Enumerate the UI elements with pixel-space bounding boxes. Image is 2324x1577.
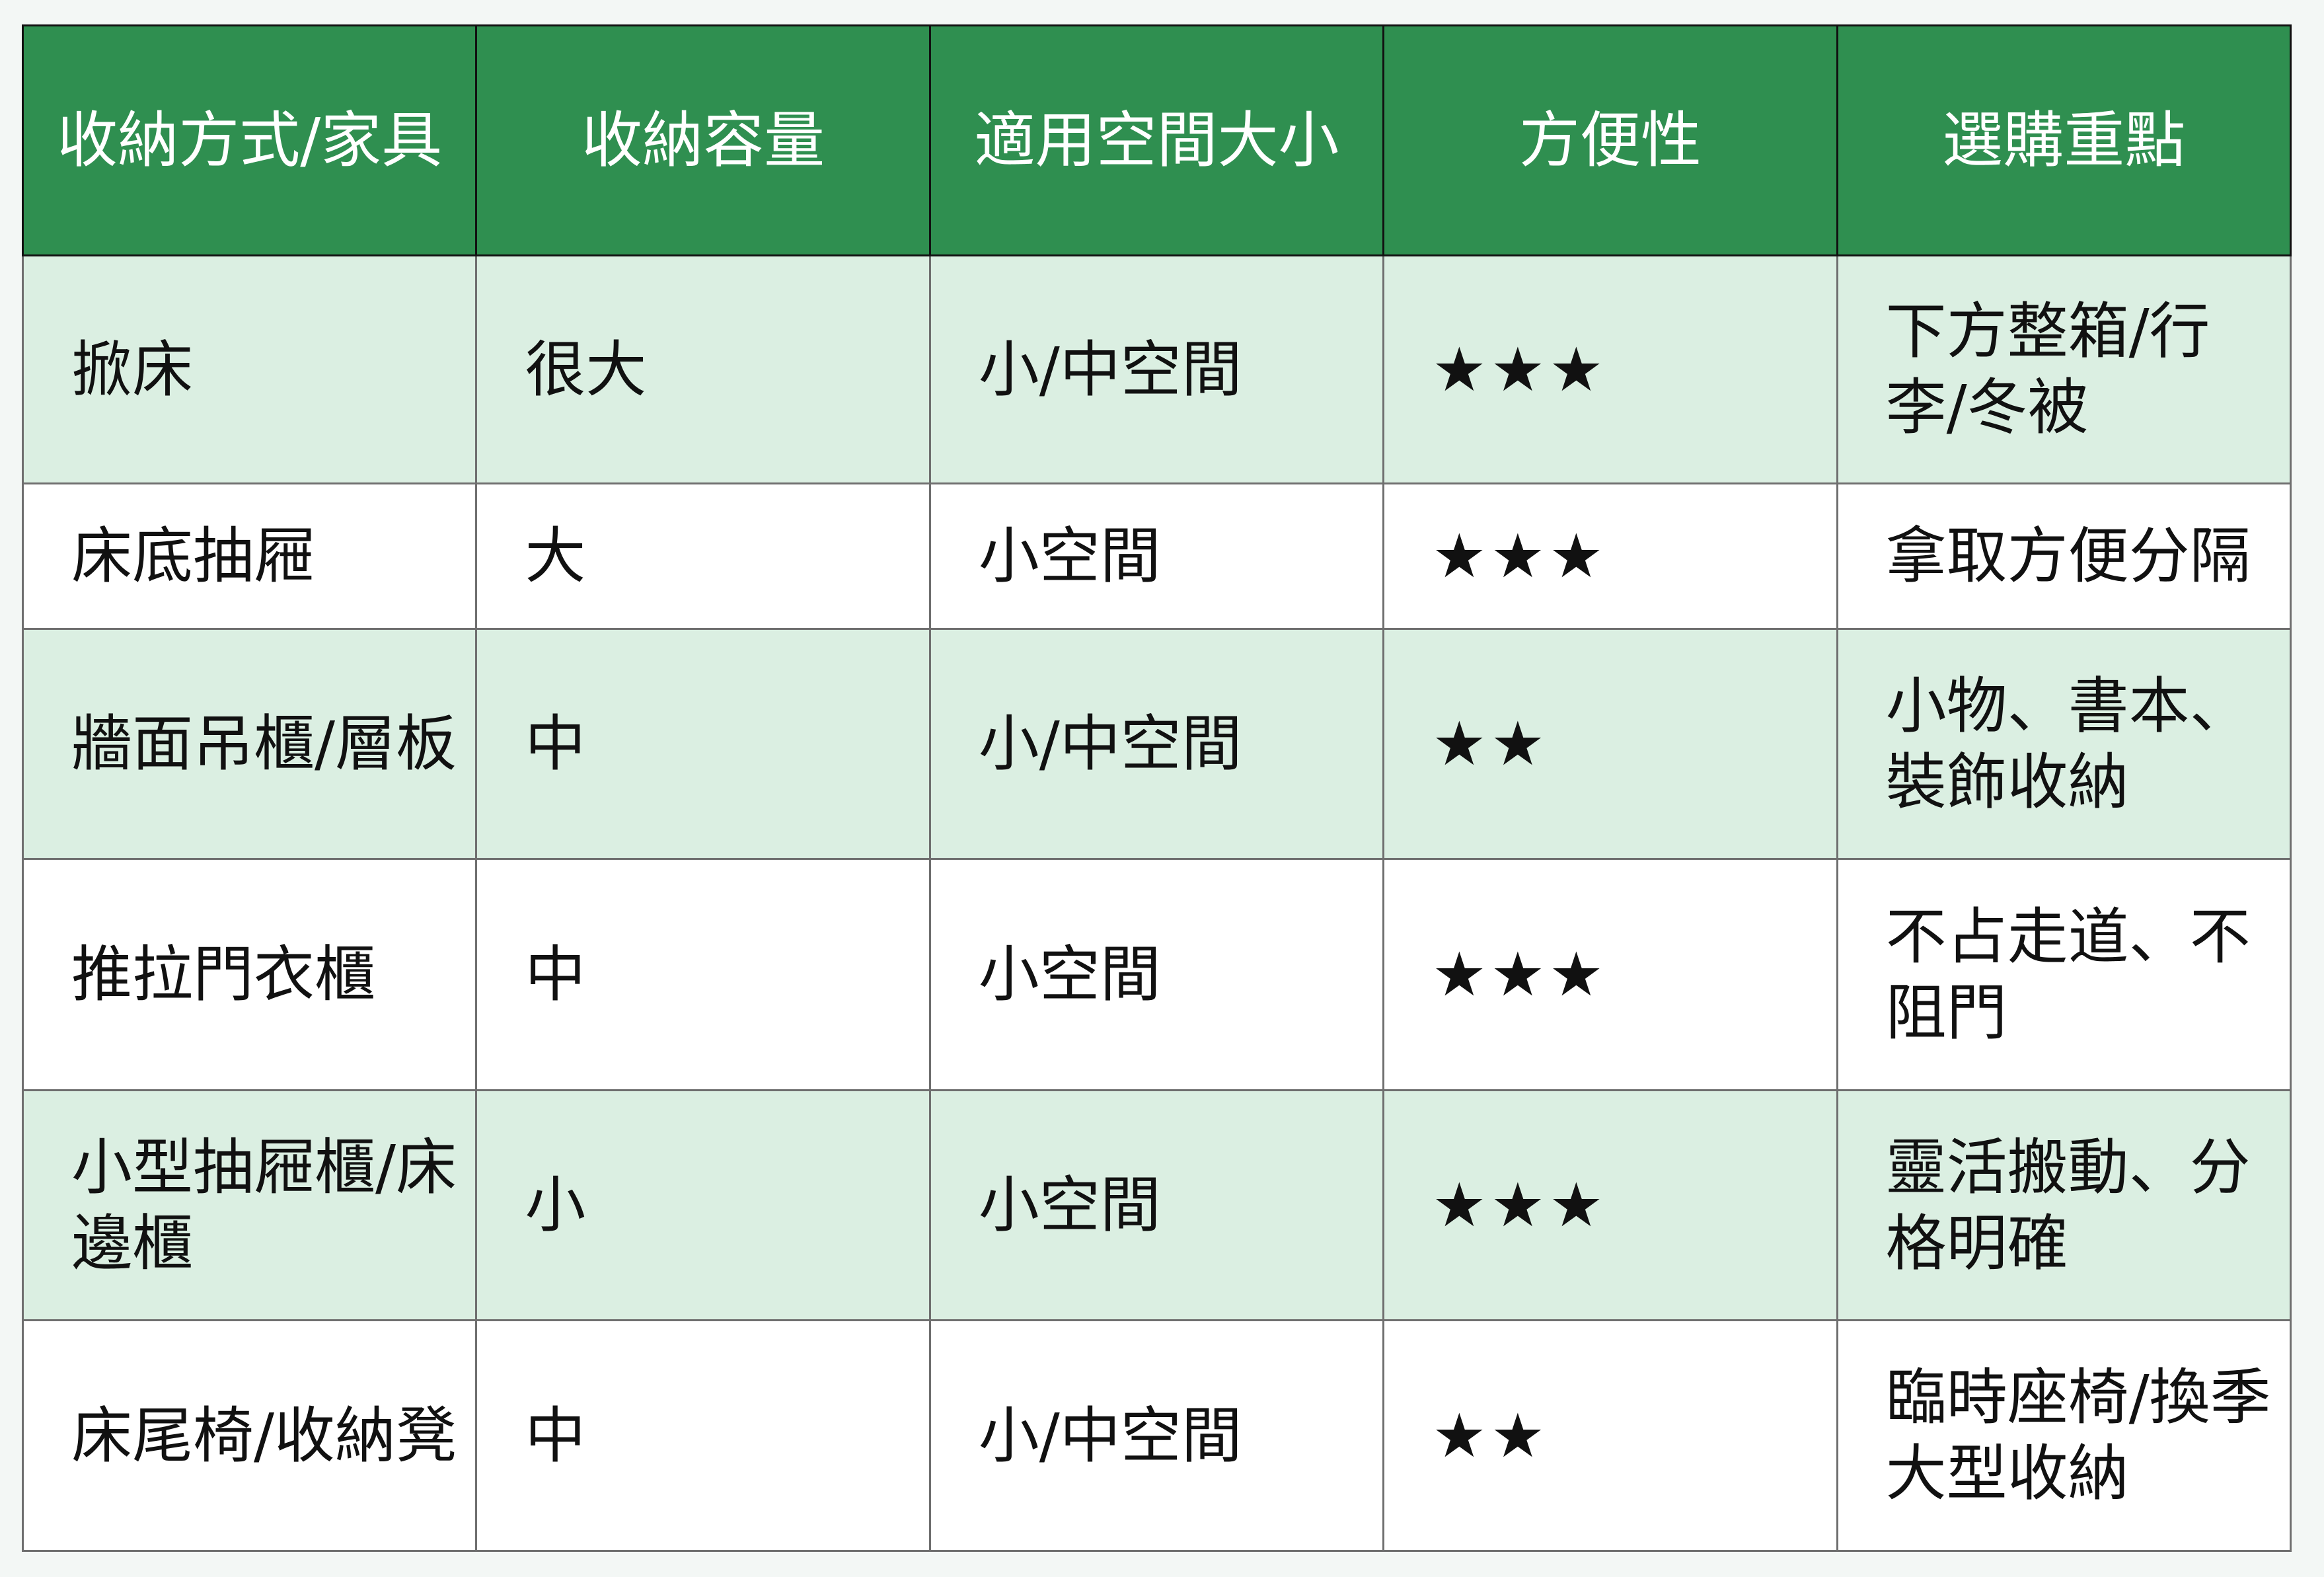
cell-tips: 拿取方便分隔 [1836, 482, 2292, 630]
cell-capacity: 很大 [475, 254, 931, 484]
table-row: 床底抽屜大小空間 ★★★ 拿取方便分隔 [21, 482, 2292, 630]
cell-method: 牆面吊櫃/層板 [21, 628, 478, 860]
cell-tips: 小物、書本、裝飾收納 [1836, 628, 2292, 860]
cell-space: 小/中空間 [928, 628, 1385, 860]
cell-convenience-stars: ★★ [1382, 628, 1838, 860]
cell-capacity: 中 [475, 1319, 931, 1552]
cell-method: 小型抽屜櫃/床邊櫃 [21, 1089, 478, 1321]
header-method: 收納方式/家具 [21, 24, 478, 256]
header-row: 收納方式/家具 收納容量 適用空間大小 方便性 選購重點 [21, 24, 2292, 256]
cell-space: 小空間 [928, 1089, 1385, 1321]
cell-capacity: 中 [475, 858, 931, 1091]
table-row: 掀床 很大 小/中空間 ★★★ 下方整箱/行李/冬被 [21, 254, 2292, 484]
cell-tips: 下方整箱/行李/冬被 [1836, 254, 2292, 484]
header-space: 適用空間大小 [928, 24, 1385, 256]
cell-capacity: 中 [475, 628, 931, 860]
table-row: 推拉門衣櫃中小空間 ★★★ 不占走道、不阻門 [21, 858, 2292, 1091]
cell-method: 推拉門衣櫃 [21, 858, 478, 1091]
cell-capacity: 小 [475, 1089, 931, 1321]
header-capacity: 收納容量 [475, 24, 931, 256]
cell-convenience-stars: ★★★ [1382, 1089, 1838, 1321]
cell-space: 小/中空間 [928, 254, 1385, 484]
table-row: 床尾椅/收納凳中小/中空間 ★★ 臨時座椅/換季大型收納 [21, 1319, 2292, 1552]
cell-convenience-stars: ★★★ [1382, 858, 1838, 1091]
cell-space: 小空間 [928, 482, 1385, 630]
cell-method: 床尾椅/收納凳 [21, 1319, 478, 1552]
cell-convenience-stars: ★★ [1382, 1319, 1838, 1552]
cell-method: 床底抽屜 [21, 482, 478, 630]
cell-convenience-stars: ★★★ [1382, 482, 1838, 630]
header-tips: 選購重點 [1836, 24, 2292, 256]
table-row: 小型抽屜櫃/床邊櫃小小空間 ★★★ 靈活搬動、分格明確 [21, 1089, 2292, 1321]
cell-tips: 臨時座椅/換季大型收納 [1836, 1319, 2292, 1552]
storage-comparison-table: 收納方式/家具 收納容量 適用空間大小 方便性 選購重點 掀床 很大 小/中空間 ★★… [21, 24, 2292, 1552]
cell-tips: 不占走道、不阻門 [1836, 858, 2292, 1091]
cell-space: 小空間 [928, 858, 1385, 1091]
cell-convenience-stars: ★★★ [1382, 254, 1838, 484]
cell-method: 掀床 [21, 254, 478, 484]
table-row: 牆面吊櫃/層板中小/中空間 ★★ 小物、書本、裝飾收納 [21, 628, 2292, 860]
header-convenience: 方便性 [1382, 24, 1838, 256]
cell-capacity: 大 [475, 482, 931, 630]
cell-space: 小/中空間 [928, 1319, 1385, 1552]
cell-tips: 靈活搬動、分格明確 [1836, 1089, 2292, 1321]
